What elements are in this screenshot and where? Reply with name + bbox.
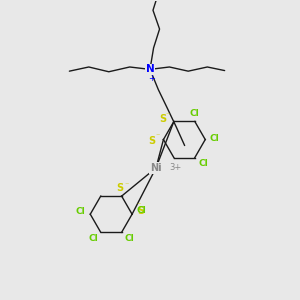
Text: Cl: Cl: [76, 207, 86, 216]
Text: Cl: Cl: [88, 234, 98, 243]
Text: Cl: Cl: [190, 109, 200, 118]
Text: +: +: [148, 74, 155, 83]
Text: ⁻: ⁻: [136, 201, 141, 210]
Text: Cl: Cl: [136, 206, 146, 215]
Text: ⁻: ⁻: [165, 110, 169, 119]
Text: Cl: Cl: [124, 234, 134, 243]
Text: S: S: [159, 114, 166, 124]
Text: 3+: 3+: [169, 164, 182, 172]
Text: Cl: Cl: [198, 158, 208, 167]
Text: S: S: [148, 136, 156, 146]
Text: ⁻: ⁻: [125, 180, 129, 189]
Text: N: N: [146, 64, 154, 74]
Text: ⁻: ⁻: [156, 131, 160, 140]
Text: Cl: Cl: [210, 134, 220, 142]
Text: Ni: Ni: [150, 163, 162, 173]
Text: S: S: [137, 206, 144, 216]
Text: S: S: [117, 183, 124, 193]
